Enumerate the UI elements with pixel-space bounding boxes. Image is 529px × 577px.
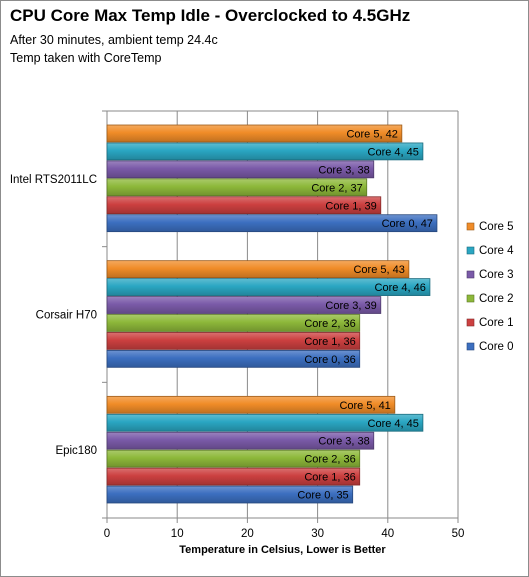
legend-swatch — [466, 318, 475, 327]
data-label: Core 5, 43 — [353, 264, 404, 276]
chart-subtitle-ambient: After 30 minutes, ambient temp 24.4c — [10, 33, 218, 47]
bar[interactable] — [106, 332, 361, 350]
data-label: Core 5, 41 — [339, 400, 390, 412]
data-label: Core 3, 38 — [318, 436, 369, 448]
bar[interactable] — [106, 196, 382, 215]
data-label: Core 0, 47 — [382, 218, 433, 230]
data-label: Core 4, 45 — [368, 146, 419, 158]
data-label: Core 5, 42 — [346, 128, 397, 140]
bar[interactable] — [106, 431, 375, 450]
bar[interactable] — [106, 467, 361, 486]
category-label: Corsair H70 — [36, 310, 97, 322]
legend-label: Core 5 — [479, 221, 514, 233]
data-label: Core 4, 45 — [368, 418, 419, 430]
bar[interactable] — [106, 160, 375, 179]
data-label: Core 3, 39 — [325, 300, 376, 312]
bar[interactable] — [106, 214, 438, 233]
data-label: Core 2, 37 — [311, 182, 362, 194]
data-label: Core 1, 39 — [325, 200, 376, 212]
data-label: Core 2, 36 — [304, 318, 355, 330]
x-tick-label: 40 — [381, 528, 394, 540]
bar[interactable] — [106, 296, 382, 314]
legend-swatch — [466, 342, 475, 351]
category-label: Intel RTS2011LC — [10, 174, 97, 186]
bar[interactable] — [106, 260, 410, 279]
legend-label: Core 1 — [479, 317, 514, 329]
x-tick-label: 50 — [452, 528, 465, 540]
bar[interactable] — [106, 485, 354, 504]
legend-swatch — [466, 294, 475, 303]
legend-label: Core 4 — [479, 245, 514, 257]
legend-swatch — [466, 246, 475, 255]
data-label: Core 2, 36 — [304, 454, 355, 466]
x-tick-label: 20 — [241, 528, 254, 540]
bar[interactable] — [106, 314, 361, 332]
bar[interactable] — [106, 413, 424, 432]
x-axis-label: Temperature in Celsius, Lower is Better — [179, 544, 386, 556]
bar[interactable] — [106, 395, 396, 414]
bar[interactable] — [106, 449, 361, 468]
bar[interactable] — [106, 278, 431, 296]
x-tick-label: 10 — [171, 528, 184, 540]
data-label: Core 3, 38 — [318, 164, 369, 176]
data-label: Core 0, 36 — [304, 354, 355, 366]
bar[interactable] — [106, 142, 424, 161]
x-tick-label: 0 — [104, 528, 110, 540]
bar[interactable] — [106, 124, 403, 143]
data-label: Core 1, 36 — [304, 472, 355, 484]
bar[interactable] — [106, 178, 368, 197]
data-label: Core 1, 36 — [304, 336, 355, 348]
bar[interactable] — [106, 349, 361, 368]
legend-swatch — [466, 222, 475, 231]
category-label: Epic180 — [55, 445, 97, 457]
legend-label: Core 0 — [479, 341, 514, 353]
data-label: Core 0, 35 — [297, 490, 348, 502]
legend-swatch — [466, 270, 475, 279]
data-label: Core 4, 46 — [375, 282, 426, 294]
legend-label: Core 3 — [479, 269, 514, 281]
chart-subtitle-method: Temp taken with CoreTemp — [10, 51, 162, 65]
chart-title: CPU Core Max Temp Idle - Overclocked to … — [10, 6, 411, 25]
x-tick-label: 30 — [311, 528, 324, 540]
legend-label: Core 2 — [479, 293, 514, 305]
